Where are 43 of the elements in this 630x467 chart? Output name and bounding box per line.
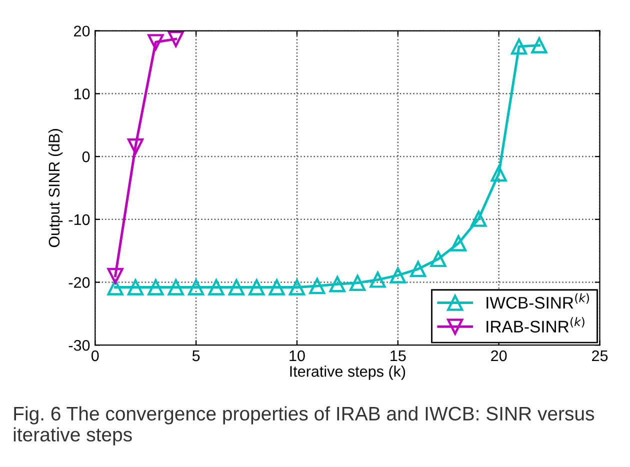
point: [148, 279, 164, 296]
point: [309, 278, 326, 294]
point: [470, 210, 487, 227]
x-tick-label: 10: [290, 350, 305, 362]
point: [107, 279, 124, 296]
point: [390, 267, 406, 284]
y-tick-label: 20: [74, 26, 90, 37]
point: [490, 165, 507, 182]
point: [188, 279, 204, 296]
y-tick-label: 0: [82, 151, 90, 162]
point: [208, 279, 224, 296]
x-tick-label: 20: [491, 350, 507, 362]
x-tick-label: 15: [390, 350, 406, 362]
point: [168, 279, 184, 296]
point: [370, 272, 386, 288]
point: [329, 276, 346, 292]
y-tick-label: -30: [68, 340, 90, 351]
legend-label: IWCB-SINR$^{(k)}$: [486, 293, 589, 309]
y-tick-label: -10: [68, 214, 90, 226]
x-axis-title: Iterative steps (k): [290, 366, 406, 380]
y-axis-title: Output SINR (dB): [48, 129, 63, 248]
point: [410, 261, 426, 278]
point: [107, 268, 124, 284]
point: [228, 279, 244, 296]
legend-label: IRAB-SINR$^{(k)}$: [486, 317, 584, 333]
x-tick-label: 25: [592, 350, 608, 362]
caption: Fig. 6 The convergence properties of IRAB and IWCB: SINR versus iterative steps: [14, 406, 594, 446]
point: [148, 34, 164, 50]
point: [127, 279, 144, 296]
point: [268, 279, 285, 296]
x-tick-label: 0: [91, 350, 99, 362]
point: [127, 138, 144, 155]
point: [430, 250, 446, 268]
point: [349, 274, 366, 291]
y-tick-label: -20: [68, 277, 90, 288]
point: [510, 38, 528, 55]
point: [450, 235, 467, 252]
y-tick-label: 10: [74, 88, 90, 100]
x-tick-label: 5: [192, 350, 200, 362]
point: [168, 30, 184, 48]
point: [288, 279, 306, 296]
point: [248, 279, 265, 296]
point: [531, 37, 548, 54]
